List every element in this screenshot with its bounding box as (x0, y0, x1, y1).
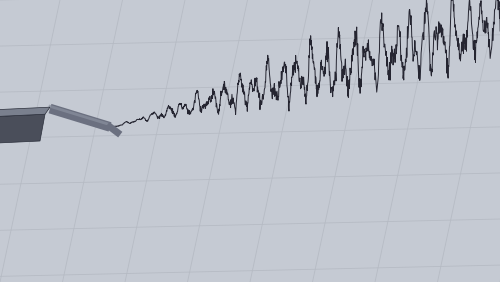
Polygon shape (0, 107, 50, 117)
Polygon shape (0, 114, 45, 144)
